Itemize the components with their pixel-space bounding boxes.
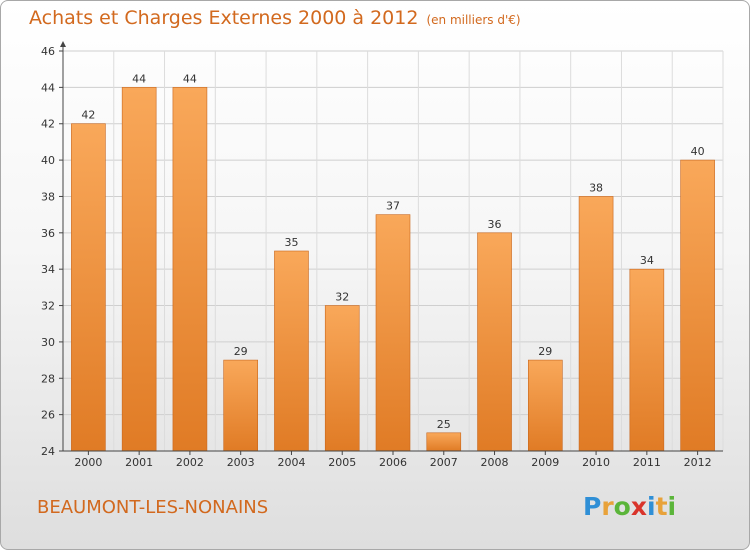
logo-letter: t	[655, 492, 668, 521]
x-tick-label: 2001	[125, 456, 153, 469]
x-tick-label: 2008	[481, 456, 509, 469]
x-tick-label: 2005	[328, 456, 356, 469]
chart-title: Achats et Charges Externes 2000 à 2012 (e…	[29, 7, 521, 29]
data-label-2000: 42	[81, 109, 95, 122]
data-label-2002: 44	[183, 72, 197, 85]
data-label-2001: 44	[132, 72, 146, 85]
y-tick-label: 46	[41, 45, 55, 58]
bar-2009	[528, 359, 563, 452]
x-tick-label: 2010	[582, 456, 610, 469]
x-tick-label: 2000	[74, 456, 102, 469]
data-label-2007: 25	[437, 418, 451, 431]
x-tick-labels: 2000 2001 2002 2003 2004 2005 2006 2007 2008 2009…	[74, 456, 711, 469]
y-tick-label: 32	[41, 300, 55, 313]
bar-2003	[223, 359, 258, 452]
data-label-2010: 38	[589, 181, 603, 194]
logo-letter: o	[613, 492, 631, 521]
y-tick-label: 36	[41, 227, 55, 240]
y-tick-label: 38	[41, 190, 55, 203]
x-tick-label: 2006	[379, 456, 407, 469]
bar-2001	[121, 87, 157, 452]
x-tick-label: 2002	[176, 456, 204, 469]
x-tick-label: 2007	[430, 456, 458, 469]
x-tick-label: 2003	[227, 456, 255, 469]
logo-letter: i	[647, 492, 656, 521]
bar-2000	[71, 123, 106, 452]
data-label-2004: 35	[284, 236, 298, 249]
logo-letter: r	[601, 492, 614, 521]
y-axis-arrow-icon	[60, 41, 66, 47]
bar-2011	[629, 268, 665, 452]
bar-2004	[274, 250, 309, 452]
chart-title-text: Achats et Charges Externes 2000 à 2012	[29, 7, 419, 29]
logo-letter: x	[630, 492, 647, 521]
bar-2002	[172, 87, 208, 452]
commune-name: BEAUMONT-LES-NONAINS	[37, 497, 269, 518]
y-tick-label: 28	[41, 372, 55, 385]
proxiti-logo: Proxiti	[583, 492, 676, 521]
data-label-2008: 36	[488, 218, 502, 231]
bar-2007	[426, 432, 462, 452]
bars-group	[71, 87, 715, 452]
data-label-2011: 34	[640, 254, 654, 267]
logo-letter: P	[583, 492, 602, 521]
data-label-2003: 29	[234, 345, 248, 358]
x-tick-label: 2009	[531, 456, 559, 469]
data-label-2006: 37	[386, 200, 400, 213]
y-tick-label: 30	[41, 336, 55, 349]
data-label-2005: 32	[335, 291, 349, 304]
bar-2005	[324, 305, 360, 452]
x-tick-label: 2012	[684, 456, 712, 469]
data-labels: 42 44 44 29 35 32 37 25 36 29 38 34 40	[81, 72, 704, 430]
logo-letter: i	[667, 492, 677, 521]
bar-2006	[375, 214, 411, 452]
y-tick-label: 24	[41, 445, 55, 458]
y-tick-label: 40	[41, 154, 55, 167]
y-tick-label: 42	[41, 118, 55, 131]
x-tick-label: 2011	[633, 456, 661, 469]
data-label-2009: 29	[538, 345, 552, 358]
y-tick-label: 44	[41, 81, 55, 94]
data-label-2012: 40	[691, 145, 705, 158]
y-tick-label: 26	[41, 409, 55, 422]
unit-note: (en milliers d'€)	[426, 13, 521, 27]
y-tick-labels: 24 26 28 30 32 34 36 38 40 42 44 46	[41, 45, 55, 458]
axes	[59, 41, 723, 455]
x-tick-label: 2004	[277, 456, 305, 469]
bar-2008	[477, 232, 512, 452]
y-tick-label: 34	[41, 263, 55, 276]
bar-2012	[680, 159, 715, 452]
bar-2010	[578, 196, 614, 452]
